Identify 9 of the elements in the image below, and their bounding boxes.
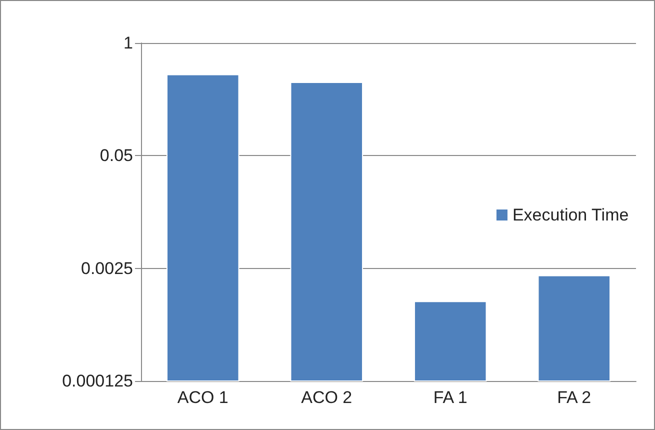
y-tick-label: 1 — [124, 34, 133, 52]
y-tick-label: 0.0025 — [81, 258, 133, 278]
y-tick-label: 0.05 — [100, 146, 133, 166]
x-tick-label: ACO 2 — [301, 388, 352, 407]
x-tick-label: ACO 1 — [177, 388, 228, 407]
x-tick-label: FA 1 — [433, 388, 468, 407]
legend-label: Execution Time — [512, 206, 629, 224]
y-tick-label: 0.000125 — [62, 372, 133, 390]
x-tick-label: FA 2 — [557, 388, 592, 407]
